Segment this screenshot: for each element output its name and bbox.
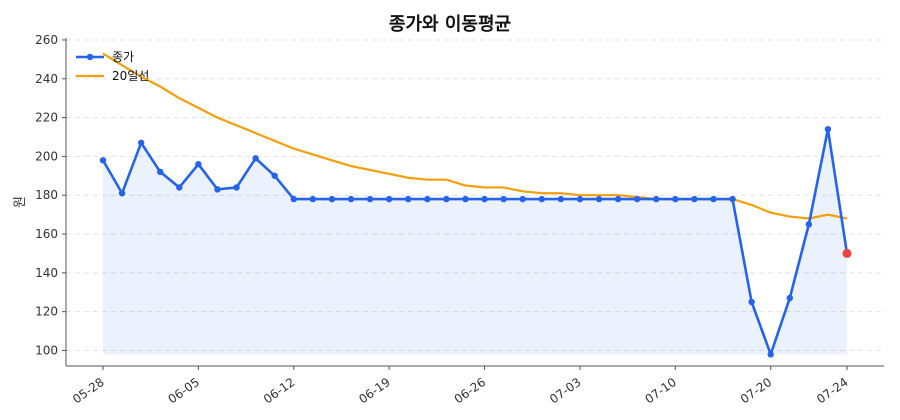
- close-point: [729, 195, 736, 203]
- x-tick-label: 06-05: [166, 375, 203, 406]
- close-point: [557, 195, 565, 203]
- close-point: [99, 157, 107, 164]
- close-point: [805, 221, 813, 228]
- x-tick-label: 07-03: [547, 375, 584, 406]
- last-close-point: [842, 248, 852, 258]
- y-tick-label: 180: [35, 188, 58, 202]
- legend-ma20-label: 20일선: [112, 69, 149, 83]
- close-point: [710, 195, 717, 203]
- close-point: [538, 195, 545, 203]
- close-point: [595, 195, 603, 203]
- close-point: [252, 155, 259, 162]
- y-tick-label: 260: [35, 33, 58, 47]
- close-point: [405, 195, 412, 203]
- chart-title: 종가와 이동평균: [388, 14, 512, 35]
- x-tick-label: 07-24: [814, 375, 851, 406]
- close-point: [347, 195, 355, 203]
- y-tick-label: 200: [35, 149, 58, 163]
- close-point: [176, 184, 183, 191]
- close-point: [614, 195, 622, 203]
- close-point: [786, 294, 793, 302]
- close-point: [481, 195, 488, 203]
- y-axis-label: 원: [13, 196, 28, 208]
- y-tick-label: 100: [35, 343, 58, 357]
- y-tick-label: 240: [35, 72, 58, 86]
- close-point: [366, 195, 374, 203]
- close-point: [824, 126, 832, 133]
- close-point: [309, 195, 317, 203]
- close-point: [118, 190, 126, 197]
- x-tick-label: 07-20: [738, 375, 775, 406]
- x-tick-label: 05-28: [70, 375, 107, 406]
- close-point: [462, 195, 469, 203]
- close-point: [271, 172, 278, 179]
- close-point: [233, 184, 240, 191]
- close-point: [576, 195, 584, 203]
- close-point: [653, 195, 660, 203]
- close-point: [691, 195, 698, 203]
- close-point: [443, 195, 450, 203]
- y-tick-label: 140: [35, 266, 58, 280]
- close-point: [137, 139, 145, 147]
- close-point: [767, 351, 774, 358]
- x-tick-label: 06-12: [261, 375, 298, 406]
- close-point: [633, 195, 641, 203]
- x-tick-label: 06-19: [356, 375, 393, 406]
- y-tick-label: 160: [35, 227, 58, 241]
- close-area-fill: [103, 129, 847, 355]
- y-tick-label: 220: [35, 111, 58, 125]
- close-point: [748, 298, 755, 306]
- legend-close-label: 종가: [112, 50, 134, 64]
- close-point: [157, 168, 164, 176]
- close-point: [385, 195, 393, 203]
- close-point: [195, 160, 202, 168]
- x-tick-label: 06-26: [452, 375, 489, 406]
- x-tick-label: 07-10: [642, 375, 679, 406]
- close-point: [672, 195, 679, 203]
- close-point: [290, 195, 297, 203]
- close-line: [101, 127, 849, 356]
- y-tick-label: 120: [35, 305, 58, 319]
- close-point: [328, 195, 336, 203]
- close-point: [424, 195, 431, 203]
- close-point: [500, 195, 507, 203]
- legend-close-marker: [86, 53, 94, 61]
- close-point: [519, 195, 526, 203]
- close-point: [214, 186, 221, 193]
